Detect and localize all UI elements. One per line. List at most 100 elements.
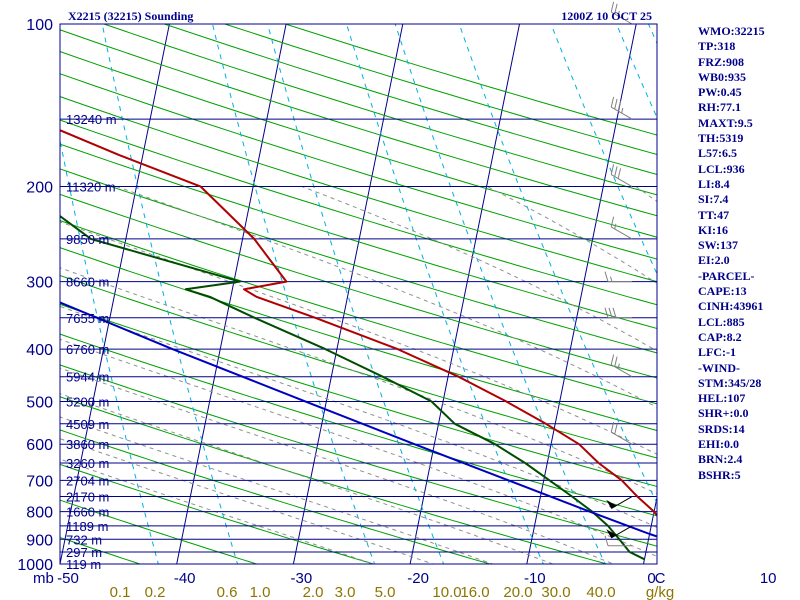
height-label: 6760 m [66,342,109,357]
sounding-index-item: STM:345/28 [698,375,762,390]
sounding-indices-panel: WMO:32215 TP:318 FRZ:908 WB0:935 PW:0.45 RH:7… [698,24,798,483]
moist-adiabat-line [301,186,657,352]
dry-adiabat-line [60,274,657,459]
wind-barb-flag [614,3,618,15]
wind-barb-flag [617,100,622,112]
sounding-index-item: RH:77.1 [698,100,741,115]
mixing-ratio-line [394,24,606,564]
pressure-tick-label: 300 [26,275,53,292]
sounding-index-item: -PARCEL- [698,268,755,283]
wind-barb-pennant [606,499,617,509]
dry-adiabat-line [60,364,657,547]
pressure-tick-label: 800 [26,505,53,522]
mixing-ratio-lines [60,24,657,564]
height-label: 9850 m [66,232,109,247]
dry-adiabat-line [60,119,657,306]
dry-adiabat-line [60,143,657,330]
sounding-index-item: PW:0.45 [698,85,742,100]
temperature-tick-label: -40 [174,570,196,587]
wind-barb-flag [610,164,615,175]
sounding-index-item: LFC:-1 [698,345,736,360]
mixing-ratio-line [212,24,376,564]
sounding-index-item: WB0:935 [698,69,746,84]
height-label: 732 m [66,532,102,547]
dry-adiabat-line [60,168,657,354]
wind-barb [604,535,632,547]
wind-barb-flag [610,354,615,365]
isotherm-line [292,24,404,564]
height-label: 1189 m [66,519,108,534]
wind-barb [610,354,633,378]
sounding-index-item: HEL:107 [698,391,746,406]
sounding-index-item: CINH:43961 [698,299,764,314]
mixing-ratio-line [458,24,657,505]
temperature-tick-label: -50 [57,570,79,587]
moist-adiabat-line [60,416,495,564]
height-label: 3860 m [66,437,109,452]
sounding-index-item: CAP:8.2 [698,329,742,344]
wind-barb-flag [604,307,609,318]
wind-barb-flag [610,421,615,433]
sounding-index-item: FRZ:908 [698,54,744,69]
moist-adiabats [60,186,657,564]
wind-barb [606,525,633,539]
moist-adiabat-line [60,393,555,564]
height-label: 1660 m [66,505,109,520]
sounding-index-item: TT:47 [698,207,730,222]
dry-adiabat-line [60,429,492,564]
sounding-index-item: KI:16 [698,222,728,237]
wind-barb [606,496,633,509]
moist-adiabat-line [60,338,657,558]
sounding-index-item: BRN:2.4 [698,452,743,467]
sounding-index-item: CAPE:13 [698,284,747,299]
wind-barb [610,421,633,445]
wind-barb-flag [610,96,615,108]
height-label: 3260 m [66,456,109,471]
plot-frame [59,23,658,565]
mixing-ratio-line [346,24,544,564]
moist-adiabat-line [116,186,657,408]
moist-adiabat-line [60,221,657,455]
wind-barb-flag [614,423,618,435]
dry-adiabat-line [60,303,657,488]
mixing-ratio-tick-label: 0.1 [110,584,131,600]
wind-barb-half-flag [614,223,617,230]
dry-adiabats [60,24,657,564]
wind-barb-flag [604,271,609,282]
wind-barb-flag [614,166,618,177]
chart-title: X2215 (32215) Sounding [68,9,193,23]
height-label: 5200 m [66,394,109,409]
dry-adiabat-line [60,193,657,379]
mixing-ratio-line [267,24,445,564]
mixing-ratio-tick-label: 2.0 [303,584,324,600]
mixing-ratio-tick-label: 16.0 [460,584,489,600]
height-label: 8660 m [66,275,109,290]
dry-adiabat-line [60,463,376,564]
dry-adiabat-line [60,499,259,564]
height-label: 4509 m [66,417,109,432]
plot-area [60,24,657,564]
temperature-tick-label: 0 [647,570,655,587]
wind-barb-half-flag [617,363,620,369]
height-label: 2704 m [66,473,109,488]
sounding-index-item: EI:2.0 [698,253,730,268]
mixing-ratio-tick-label: 3.0 [335,584,356,600]
wind-barb [610,96,633,120]
wind-barb-flag [604,535,609,546]
height-label: 11320 m [66,180,116,195]
mixing-ratio-line [101,24,239,564]
wind-barb-flag [610,216,615,228]
sounding-profiles [60,129,657,561]
height-label: 13240 m [66,112,117,127]
mixing-ratio-tick-label: 30.0 [541,584,570,600]
height-label: 297 m [66,545,102,560]
wind-barb-flag [612,307,617,318]
dewpoint-profile [60,214,645,561]
sounding-index-item: BSHR:5 [698,467,741,482]
temperature-tick-label: -20 [407,570,429,587]
sounding-index-item: SHR+:0.0 [698,406,749,421]
sounding-index-item: LI:8.4 [698,176,730,191]
mixing-ratio-tick-label: 0.6 [217,584,238,600]
